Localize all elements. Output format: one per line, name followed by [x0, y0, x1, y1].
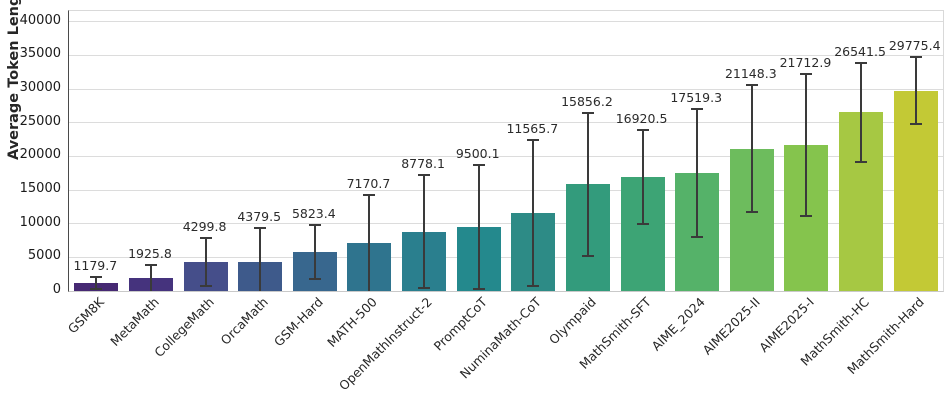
plot-area [68, 10, 944, 292]
error-bar-line-CollegeMath [204, 237, 207, 287]
value-label-MetaMath: 1925.8 [128, 245, 172, 261]
error-bar-cap-bottom-Olympaid [581, 254, 594, 257]
error-bar-cap-top-Olympaid [581, 111, 594, 114]
error-bar-cap-top-OrcaMath [254, 227, 267, 230]
error-bar-line-MATH-500 [368, 194, 371, 291]
y-tick-label-5000: 5000 [27, 248, 61, 264]
error-bar-line-MathSmith-Hard [914, 56, 917, 125]
value-label-CollegeMath: 4299.8 [182, 218, 227, 234]
error-bar-cap-top-OpenMathInstruct-2 [418, 174, 431, 177]
error-bar-line-MathSmith-SFT [641, 130, 644, 224]
error-bar-line-AIME2025-II [750, 85, 753, 213]
y-tick-label-0: 0 [52, 282, 61, 297]
error-bar-cap-bottom-MathSmith-HC [855, 160, 868, 163]
error-bar-cap-top-GSM8K [90, 276, 103, 278]
value-label-Olympaid: 15856.2 [561, 93, 613, 109]
error-bar-line-MathSmith-HC [860, 62, 863, 162]
error-bar-line-GSM-Hard [313, 224, 316, 280]
y-tick-label-40000: 40000 [19, 12, 61, 28]
error-bar-cap-top-CollegeMath [199, 236, 212, 239]
error-bar-cap-bottom-AIME_2024 [691, 236, 704, 239]
gridline-40000 [69, 21, 943, 23]
gridline-20000 [69, 155, 943, 157]
value-label-MathSmith-Hard: 29775.4 [888, 37, 941, 53]
value-label-AIME_2024: 17519.3 [670, 90, 723, 106]
error-bar-line-OpenMathInstruct-2 [423, 175, 426, 289]
error-bar-cap-bottom-PromptCoT [472, 288, 485, 291]
value-label-AIME2025-II: 21148.3 [724, 66, 777, 82]
error-bar-line-AIME_2024 [696, 109, 699, 237]
y-tick-label-10000: 10000 [19, 214, 61, 230]
error-bar-line-GSM8K [95, 277, 98, 290]
error-bar-cap-top-NuminaMath-CoT [527, 139, 540, 142]
value-label-OrcaMath: 4379.5 [237, 209, 282, 225]
error-bar-cap-top-GSM-Hard [308, 223, 321, 226]
error-bar-cap-top-AIME_2024 [691, 108, 704, 111]
error-bar-cap-bottom-GSM8K [90, 288, 103, 291]
value-label-MathSmith-HC: 26541.5 [834, 43, 886, 59]
error-bar-line-NuminaMath-CoT [532, 140, 535, 287]
gridline-10000 [69, 223, 943, 225]
error-bar-cap-top-MetaMath [144, 263, 157, 266]
error-bar-cap-bottom-MathSmith-SFT [636, 222, 649, 225]
gridline-25000 [69, 122, 943, 124]
value-label-GSM8K: 1179.7 [73, 258, 118, 273]
error-bar-line-OrcaMath [259, 228, 262, 291]
gridline-15000 [69, 189, 943, 191]
error-bar-cap-top-MathSmith-Hard [909, 55, 922, 58]
error-bar-line-MetaMath [149, 264, 152, 291]
error-bar-cap-top-PromptCoT [472, 163, 485, 166]
error-bar-cap-top-AIME2025-I [800, 72, 813, 75]
error-bar-cap-top-MATH-500 [363, 193, 376, 196]
error-bar-line-Olympaid [586, 112, 589, 256]
value-label-AIME2025-I: 21712.9 [779, 54, 832, 70]
gridline-35000 [69, 54, 943, 56]
error-bar-cap-bottom-CollegeMath [199, 285, 212, 288]
error-bar-cap-bottom-NuminaMath-CoT [527, 285, 540, 288]
value-label-MATH-500: 7170.7 [346, 175, 391, 191]
y-tick-label-25000: 25000 [19, 113, 61, 129]
value-label-MathSmith-SFT: 16920.5 [615, 111, 668, 127]
error-bar-line-AIME2025-I [805, 73, 808, 216]
error-bar-cap-top-MathSmith-HC [855, 61, 868, 64]
error-bar-cap-top-MathSmith-SFT [636, 129, 649, 132]
error-bar-cap-bottom-AIME2025-I [800, 214, 813, 217]
error-bar-cap-bottom-GSM-Hard [308, 278, 321, 281]
error-bar-line-PromptCoT [477, 164, 480, 290]
value-label-OpenMathInstruct-2: 8778.1 [401, 156, 445, 172]
y-tick-label-30000: 30000 [19, 80, 61, 96]
y-tick-label-20000: 20000 [19, 147, 61, 163]
gridline-5000 [69, 256, 943, 258]
value-label-GSM-Hard: 5823.4 [291, 205, 336, 221]
error-bar-cap-top-AIME2025-II [745, 84, 758, 87]
error-bar-cap-bottom-AIME2025-II [745, 211, 758, 214]
gridline-30000 [69, 88, 943, 90]
error-bar-cap-bottom-OpenMathInstruct-2 [418, 287, 431, 290]
error-bar-cap-bottom-MathSmith-Hard [909, 123, 922, 126]
y-tick-label-35000: 35000 [19, 46, 61, 62]
value-label-NuminaMath-CoT: 11565.7 [506, 121, 559, 137]
y-tick-label-15000: 15000 [19, 181, 61, 197]
value-label-PromptCoT: 9500.1 [455, 145, 500, 161]
